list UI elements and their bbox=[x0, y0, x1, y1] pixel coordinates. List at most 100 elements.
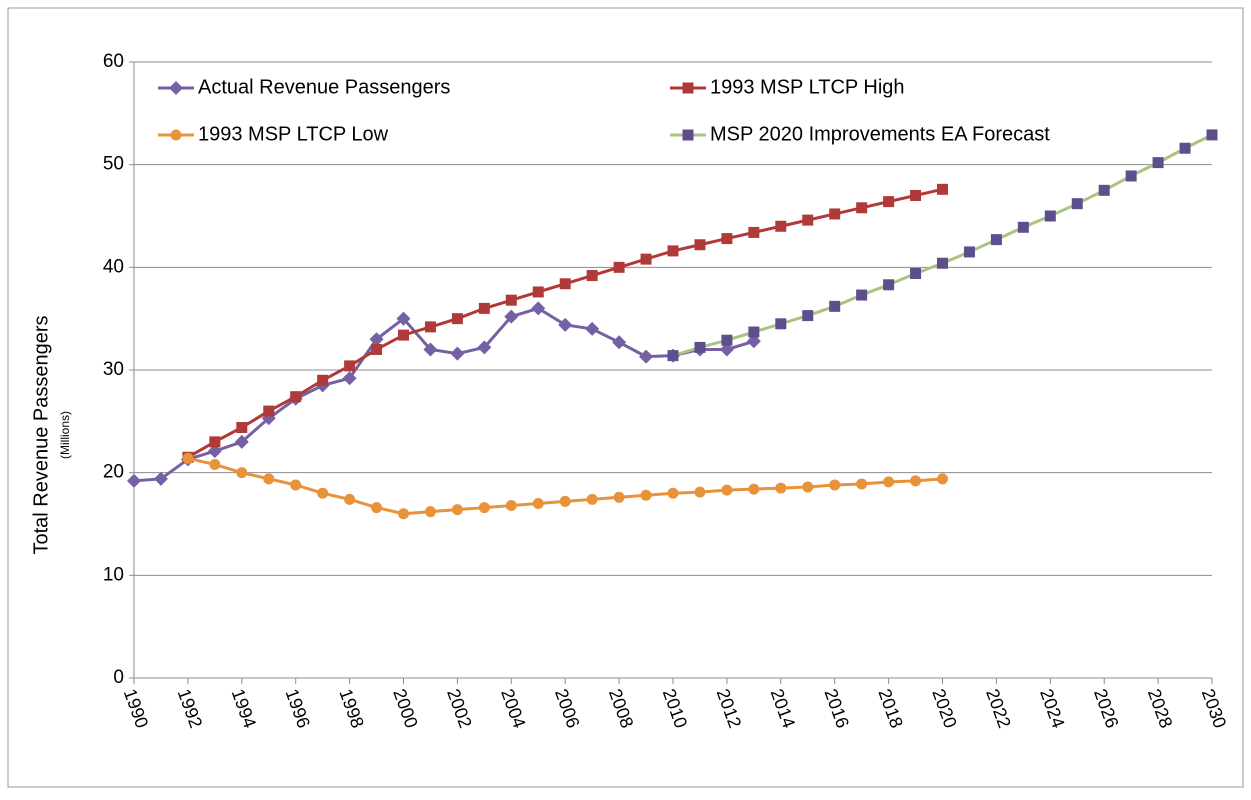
data-point bbox=[451, 504, 463, 516]
data-point bbox=[802, 310, 814, 322]
data-point bbox=[450, 346, 465, 361]
data-point bbox=[236, 421, 248, 433]
data-point bbox=[719, 342, 734, 357]
legend-marker bbox=[682, 82, 694, 94]
data-point bbox=[207, 444, 222, 459]
data-point bbox=[937, 473, 948, 485]
data-point bbox=[667, 245, 679, 257]
data-point bbox=[775, 220, 787, 232]
data-point bbox=[344, 360, 356, 372]
data-point bbox=[802, 214, 814, 226]
data-point bbox=[856, 478, 868, 490]
data-point bbox=[748, 326, 760, 338]
data-point bbox=[667, 350, 679, 362]
data-point bbox=[748, 226, 760, 238]
y-tick-label: 10 bbox=[103, 564, 124, 585]
y-tick-label: 60 bbox=[103, 51, 124, 72]
data-point bbox=[586, 493, 598, 505]
data-point bbox=[1071, 198, 1083, 210]
data-point bbox=[477, 340, 492, 355]
data-point bbox=[371, 502, 383, 514]
y-tick-label: 20 bbox=[103, 462, 124, 483]
data-point bbox=[990, 234, 1002, 246]
data-point bbox=[532, 286, 544, 298]
data-point bbox=[1017, 221, 1029, 233]
data-point bbox=[504, 309, 519, 324]
data-point bbox=[505, 294, 517, 306]
data-point bbox=[613, 261, 625, 273]
data-point bbox=[317, 487, 329, 499]
data-point bbox=[829, 479, 841, 491]
data-point bbox=[263, 405, 275, 417]
data-point bbox=[721, 233, 733, 245]
data-point bbox=[505, 500, 517, 512]
data-point bbox=[559, 495, 571, 507]
data-point bbox=[612, 335, 627, 350]
data-point bbox=[586, 270, 598, 282]
data-point bbox=[694, 239, 706, 251]
data-point bbox=[829, 208, 841, 220]
data-point bbox=[532, 497, 544, 509]
data-point bbox=[344, 493, 356, 505]
data-point bbox=[910, 475, 922, 487]
data-point bbox=[478, 302, 490, 314]
data-point bbox=[371, 343, 383, 355]
legend-marker bbox=[682, 129, 694, 141]
data-point bbox=[342, 371, 357, 386]
data-point bbox=[667, 487, 679, 499]
data-point bbox=[829, 300, 841, 312]
data-point bbox=[559, 278, 571, 290]
data-point bbox=[234, 434, 249, 449]
data-point bbox=[263, 473, 275, 485]
data-point bbox=[1044, 210, 1056, 222]
data-point bbox=[585, 321, 600, 336]
data-point bbox=[424, 321, 436, 333]
data-point bbox=[613, 491, 625, 503]
legend-label: MSP 2020 Improvements EA Forecast bbox=[710, 123, 1050, 145]
data-point bbox=[883, 476, 895, 488]
data-point bbox=[640, 489, 652, 501]
data-point bbox=[694, 486, 706, 498]
data-point bbox=[640, 253, 652, 265]
y-axis-sublabel: (Millions) bbox=[58, 411, 72, 459]
chart-border bbox=[7, 7, 1244, 788]
data-point bbox=[937, 257, 948, 269]
y-tick-label: 40 bbox=[103, 256, 124, 277]
data-point bbox=[558, 317, 573, 332]
legend-label: Actual Revenue Passengers bbox=[198, 76, 450, 98]
data-point bbox=[398, 508, 409, 520]
data-point bbox=[775, 318, 787, 330]
data-point bbox=[910, 189, 922, 201]
data-point bbox=[856, 289, 868, 301]
data-point bbox=[775, 482, 787, 494]
data-point bbox=[856, 202, 868, 214]
data-point bbox=[963, 246, 975, 258]
data-point bbox=[209, 436, 221, 448]
data-point bbox=[883, 196, 895, 208]
legend-label: 1993 MSP LTCP High bbox=[710, 76, 905, 98]
data-point bbox=[802, 481, 814, 493]
data-point bbox=[694, 341, 706, 353]
data-point bbox=[1179, 142, 1191, 154]
data-point bbox=[478, 502, 490, 514]
data-point bbox=[153, 471, 168, 486]
data-point bbox=[209, 458, 221, 470]
data-point bbox=[317, 374, 329, 386]
data-point bbox=[883, 279, 895, 291]
data-point bbox=[290, 391, 302, 403]
data-point bbox=[1152, 157, 1164, 169]
data-point bbox=[746, 334, 761, 349]
data-point bbox=[910, 267, 922, 279]
legend-label: 1993 MSP LTCP Low bbox=[198, 123, 389, 145]
data-point bbox=[369, 332, 384, 347]
data-point bbox=[398, 329, 409, 341]
y-tick-label: 0 bbox=[113, 667, 124, 688]
y-tick-label: 50 bbox=[103, 154, 124, 175]
legend-marker bbox=[170, 129, 182, 141]
data-point bbox=[236, 467, 248, 479]
data-point bbox=[424, 506, 436, 518]
data-point bbox=[1206, 129, 1218, 141]
data-point bbox=[451, 313, 463, 325]
data-point bbox=[748, 483, 760, 495]
data-point bbox=[639, 349, 654, 364]
